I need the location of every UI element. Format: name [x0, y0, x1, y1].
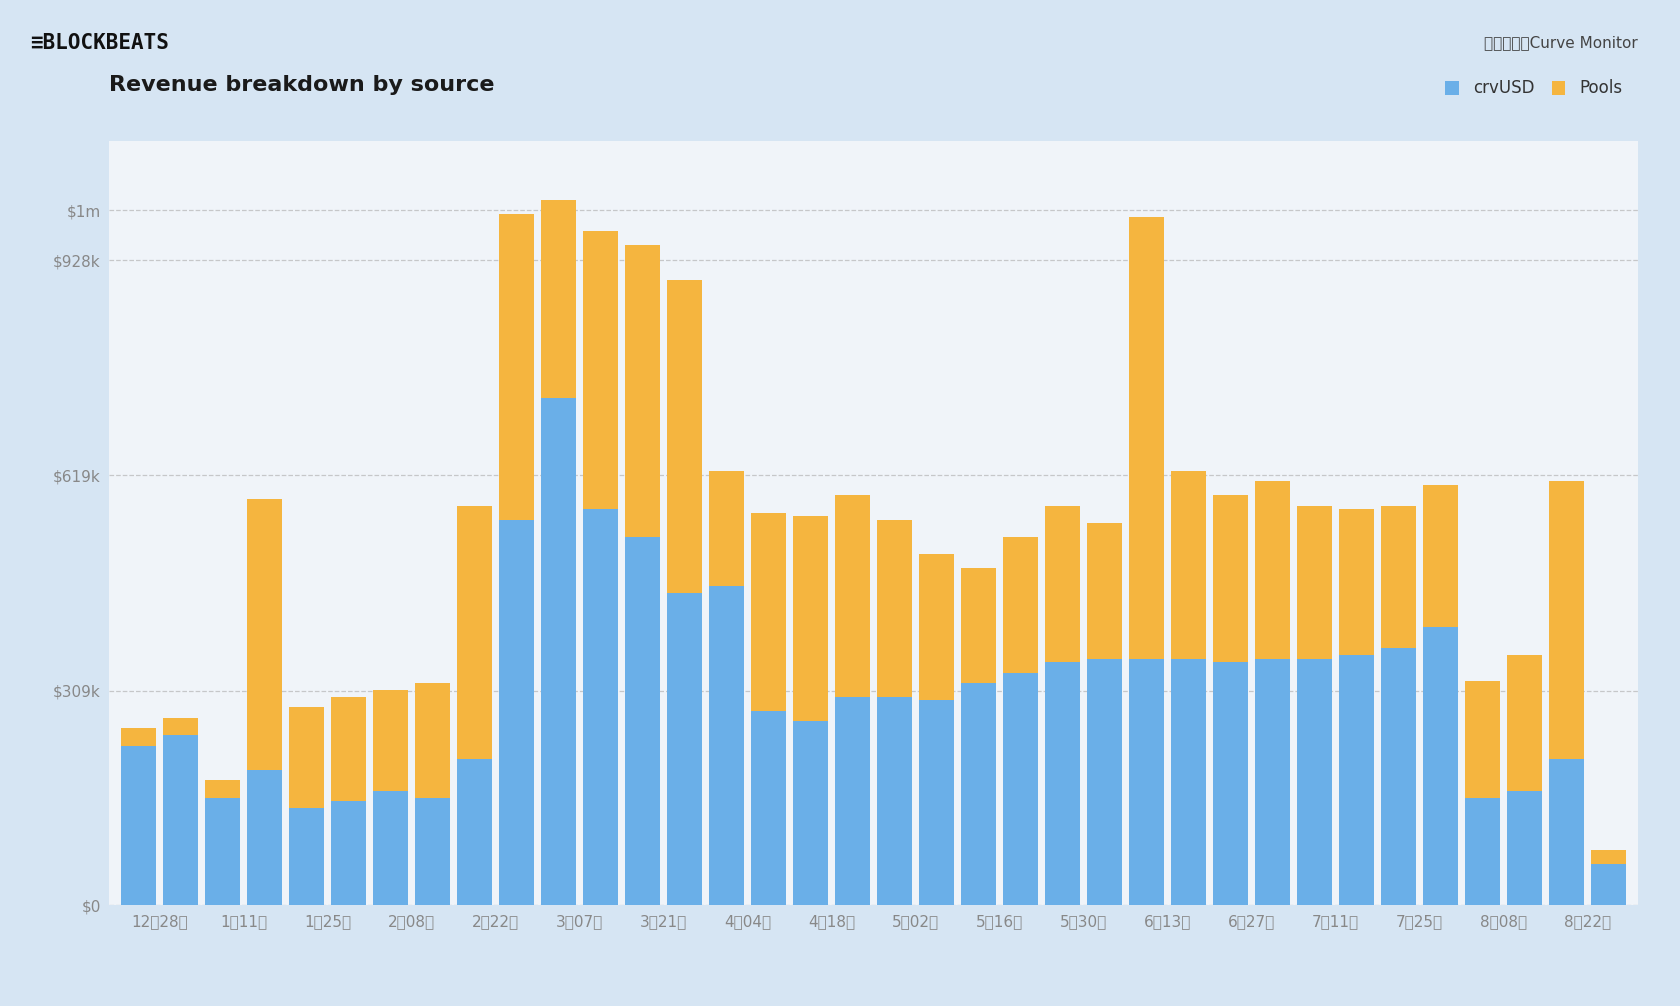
- Bar: [1213, 662, 1248, 905]
- Bar: [1045, 506, 1080, 662]
- Text: Revenue breakdown by source: Revenue breakdown by source: [109, 75, 494, 95]
- Bar: [1423, 628, 1458, 905]
- Bar: [121, 745, 156, 905]
- Bar: [1171, 659, 1206, 905]
- Bar: [541, 398, 576, 905]
- Bar: [499, 520, 534, 905]
- Bar: [1591, 864, 1626, 905]
- Bar: [1003, 537, 1038, 673]
- Bar: [1171, 471, 1206, 659]
- Bar: [1129, 659, 1164, 905]
- Bar: [961, 683, 996, 905]
- Bar: [247, 499, 282, 770]
- Bar: [1045, 662, 1080, 905]
- Bar: [373, 690, 408, 791]
- Bar: [583, 509, 618, 905]
- Bar: [1381, 648, 1416, 905]
- Bar: [835, 495, 870, 697]
- Bar: [1549, 482, 1584, 760]
- Bar: [205, 781, 240, 798]
- Bar: [331, 801, 366, 905]
- Bar: [667, 593, 702, 905]
- Text: ≡BLOCKBEATS: ≡BLOCKBEATS: [30, 33, 170, 53]
- Bar: [1465, 798, 1500, 905]
- Bar: [1297, 659, 1332, 905]
- Bar: [205, 798, 240, 905]
- Bar: [1339, 655, 1374, 905]
- Bar: [1003, 673, 1038, 905]
- Bar: [877, 697, 912, 905]
- Bar: [163, 735, 198, 905]
- Bar: [625, 245, 660, 537]
- Bar: [1297, 506, 1332, 659]
- Bar: [1507, 655, 1542, 791]
- Bar: [1087, 523, 1122, 659]
- Bar: [877, 520, 912, 697]
- Bar: [415, 683, 450, 798]
- Bar: [163, 717, 198, 735]
- Bar: [1507, 791, 1542, 905]
- Bar: [793, 721, 828, 905]
- Bar: [667, 280, 702, 593]
- Bar: [1213, 495, 1248, 662]
- Bar: [583, 231, 618, 509]
- Bar: [457, 506, 492, 760]
- Bar: [961, 568, 996, 683]
- Bar: [1255, 482, 1290, 659]
- Bar: [919, 554, 954, 700]
- Bar: [1381, 506, 1416, 648]
- Bar: [835, 697, 870, 905]
- Bar: [1339, 509, 1374, 655]
- Bar: [1465, 681, 1500, 798]
- Bar: [1591, 850, 1626, 864]
- Bar: [121, 728, 156, 745]
- Bar: [373, 791, 408, 905]
- Bar: [709, 585, 744, 905]
- Bar: [1549, 760, 1584, 905]
- Bar: [415, 798, 450, 905]
- Bar: [1423, 485, 1458, 628]
- Bar: [331, 697, 366, 801]
- Bar: [1129, 217, 1164, 659]
- Bar: [247, 770, 282, 905]
- Bar: [289, 808, 324, 905]
- Bar: [919, 700, 954, 905]
- Legend: crvUSD, Pools: crvUSD, Pools: [1438, 72, 1630, 104]
- Bar: [499, 214, 534, 520]
- Bar: [709, 471, 744, 585]
- Bar: [1087, 659, 1122, 905]
- Bar: [751, 711, 786, 905]
- Bar: [625, 537, 660, 905]
- Text: 数据来源：Curve Monitor: 数据来源：Curve Monitor: [1483, 35, 1638, 50]
- Bar: [289, 707, 324, 808]
- Bar: [541, 200, 576, 398]
- Bar: [793, 516, 828, 721]
- Bar: [751, 513, 786, 711]
- Bar: [457, 760, 492, 905]
- Bar: [1255, 659, 1290, 905]
